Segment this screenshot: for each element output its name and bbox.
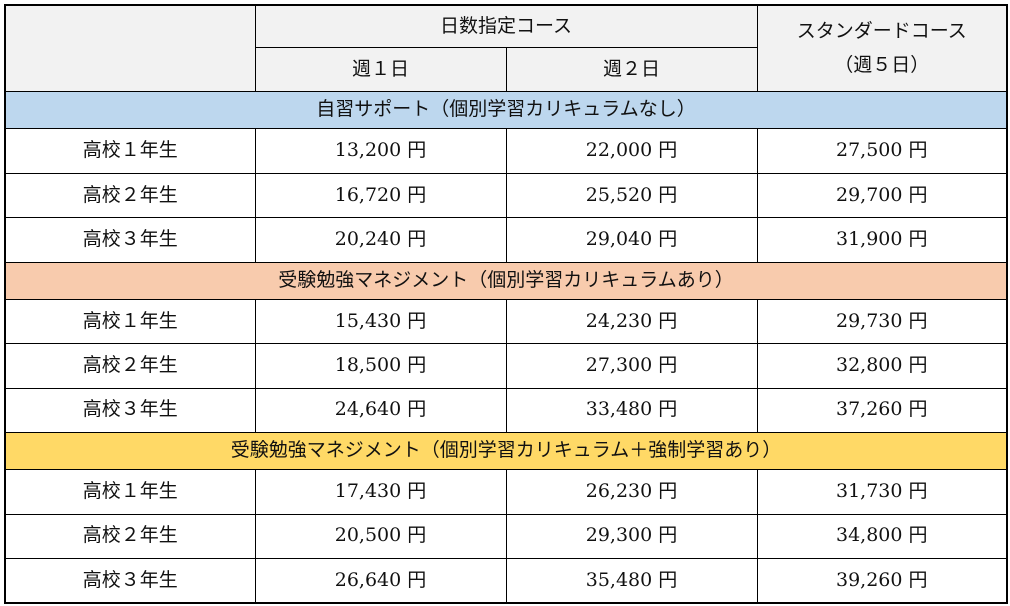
week1-header: 週１日 xyxy=(254,46,507,93)
table-row: 高校１年生 15,430 円 24,230 円 29,730 円 xyxy=(4,298,1008,345)
standard-price-cell: 31,730 円 xyxy=(756,469,1008,515)
standard-price-cell: 31,900 円 xyxy=(756,217,1008,263)
table-row: 高校２年生 16,720 円 25,520 円 29,700 円 xyxy=(4,172,1008,219)
standard-price-cell: 37,260 円 xyxy=(756,387,1008,434)
week2-price-cell: 27,300 円 xyxy=(505,343,758,389)
table-row: 高校３年生 26,640 円 35,480 円 39,260 円 xyxy=(4,558,1008,604)
table-row: 高校３年生 24,640 円 33,480 円 37,260 円 xyxy=(4,387,1008,434)
standard-price-cell: 32,800 円 xyxy=(756,343,1008,389)
week1-price-cell: 18,500 円 xyxy=(254,343,507,389)
grade-cell: 高校１年生 xyxy=(4,298,256,345)
grade-cell: 高校１年生 xyxy=(4,469,256,515)
week1-price-cell: 26,640 円 xyxy=(254,558,507,604)
week2-header: 週２日 xyxy=(505,46,758,93)
corner-cell xyxy=(4,4,256,93)
week2-price-cell: 35,480 円 xyxy=(505,558,758,604)
day-course-header: 日数指定コース xyxy=(254,4,758,48)
table-row: 高校１年生 17,430 円 26,230 円 31,730 円 xyxy=(4,469,1008,515)
standard-price-cell: 27,500 円 xyxy=(756,128,1008,174)
grade-cell: 高校２年生 xyxy=(4,513,256,560)
week1-price-cell: 20,240 円 xyxy=(254,217,507,263)
standard-price-cell: 39,260 円 xyxy=(756,558,1008,604)
section-row: 受験勉強マネジメント（個別学習カリキュラムあり） xyxy=(4,261,1008,300)
table-row: 高校３年生 20,240 円 29,040 円 31,900 円 xyxy=(4,217,1008,263)
grade-cell: 高校２年生 xyxy=(4,172,256,219)
grade-cell: 高校１年生 xyxy=(4,128,256,174)
section-title: 受験勉強マネジメント（個別学習カリキュラム＋強制学習あり） xyxy=(4,432,1008,471)
section-row: 自習サポート（個別学習カリキュラムなし） xyxy=(4,91,1008,130)
grade-cell: 高校３年生 xyxy=(4,387,256,434)
table-row: 高校２年生 20,500 円 29,300 円 34,800 円 xyxy=(4,513,1008,560)
section-title: 受験勉強マネジメント（個別学習カリキュラムあり） xyxy=(4,261,1008,300)
standard-course-subtitle: （週５日） xyxy=(834,53,930,76)
table-row: 高校１年生 13,200 円 22,000 円 27,500 円 xyxy=(4,128,1008,174)
standard-course-title: スタンダードコース xyxy=(796,19,967,42)
table-row: 高校２年生 18,500 円 27,300 円 32,800 円 xyxy=(4,343,1008,389)
week2-price-cell: 22,000 円 xyxy=(505,128,758,174)
week1-price-cell: 20,500 円 xyxy=(254,513,507,560)
week2-price-cell: 29,300 円 xyxy=(505,513,758,560)
table-body: 日数指定コース スタンダードコース （週５日） 週１日 週２日 自習サポート（個… xyxy=(4,4,1008,604)
standard-price-cell: 29,730 円 xyxy=(756,298,1008,345)
week1-price-cell: 24,640 円 xyxy=(254,387,507,434)
grade-cell: 高校２年生 xyxy=(4,343,256,389)
week2-price-cell: 29,040 円 xyxy=(505,217,758,263)
standard-price-cell: 34,800 円 xyxy=(756,513,1008,560)
week1-price-cell: 15,430 円 xyxy=(254,298,507,345)
section-row: 受験勉強マネジメント（個別学習カリキュラム＋強制学習あり） xyxy=(4,432,1008,471)
week1-price-cell: 16,720 円 xyxy=(254,172,507,219)
week2-price-cell: 33,480 円 xyxy=(505,387,758,434)
week2-price-cell: 24,230 円 xyxy=(505,298,758,345)
grade-cell: 高校３年生 xyxy=(4,217,256,263)
week2-price-cell: 25,520 円 xyxy=(505,172,758,219)
standard-course-header: スタンダードコース （週５日） xyxy=(756,4,1008,93)
standard-price-cell: 29,700 円 xyxy=(756,172,1008,219)
header-row-2: 週１日 週２日 xyxy=(5,46,1007,93)
week2-price-cell: 26,230 円 xyxy=(505,469,758,515)
price-table: 日数指定コース スタンダードコース （週５日） 週１日 週２日 自習サポート（個… xyxy=(4,4,1008,604)
week1-price-cell: 13,200 円 xyxy=(254,128,507,174)
grade-cell: 高校３年生 xyxy=(4,558,256,604)
header-row-1: 日数指定コース スタンダードコース （週５日） xyxy=(4,4,1008,93)
week1-price-cell: 17,430 円 xyxy=(254,469,507,515)
section-title: 自習サポート（個別学習カリキュラムなし） xyxy=(4,91,1008,130)
